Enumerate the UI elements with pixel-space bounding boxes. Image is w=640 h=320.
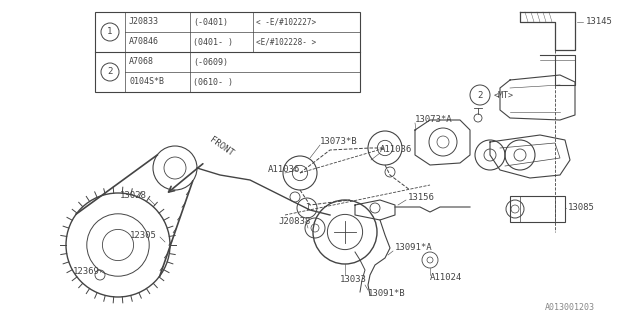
- Text: <E/#102228- >: <E/#102228- >: [256, 37, 316, 46]
- Text: (-0609): (-0609): [193, 58, 228, 67]
- Text: (0401- ): (0401- ): [193, 37, 233, 46]
- Text: 2: 2: [108, 68, 113, 76]
- Text: (-0401): (-0401): [193, 18, 228, 27]
- Text: 1: 1: [108, 28, 113, 36]
- Text: FRONT: FRONT: [208, 135, 235, 158]
- Text: 1: 1: [305, 204, 309, 212]
- Text: A013001203: A013001203: [545, 303, 595, 312]
- Text: J20833: J20833: [129, 18, 159, 27]
- Text: <MT>: <MT>: [494, 91, 514, 100]
- Text: J20838: J20838: [278, 218, 310, 227]
- Text: A11036: A11036: [268, 165, 300, 174]
- Text: A70846: A70846: [129, 37, 159, 46]
- Bar: [95, 12, 360, 92]
- Text: 13085: 13085: [568, 204, 595, 212]
- Text: 13033: 13033: [340, 276, 367, 284]
- Bar: [510, 196, 565, 222]
- Text: 13028: 13028: [120, 190, 147, 199]
- Text: A11024: A11024: [430, 274, 462, 283]
- Text: 0104S*B: 0104S*B: [129, 77, 164, 86]
- Text: 13156: 13156: [408, 193, 435, 202]
- Text: 13145: 13145: [586, 18, 613, 27]
- Text: (0610- ): (0610- ): [193, 77, 233, 86]
- Text: 2: 2: [477, 91, 483, 100]
- Text: 13073*A: 13073*A: [415, 116, 452, 124]
- Text: 12305: 12305: [130, 230, 157, 239]
- Text: A7068: A7068: [129, 58, 154, 67]
- Text: 13091*B: 13091*B: [368, 289, 406, 298]
- Text: 12369: 12369: [73, 268, 100, 276]
- Text: < -E/#102227>: < -E/#102227>: [256, 18, 316, 27]
- Text: 13091*A: 13091*A: [395, 244, 433, 252]
- Text: 13073*B: 13073*B: [320, 138, 358, 147]
- Text: A11036: A11036: [380, 146, 412, 155]
